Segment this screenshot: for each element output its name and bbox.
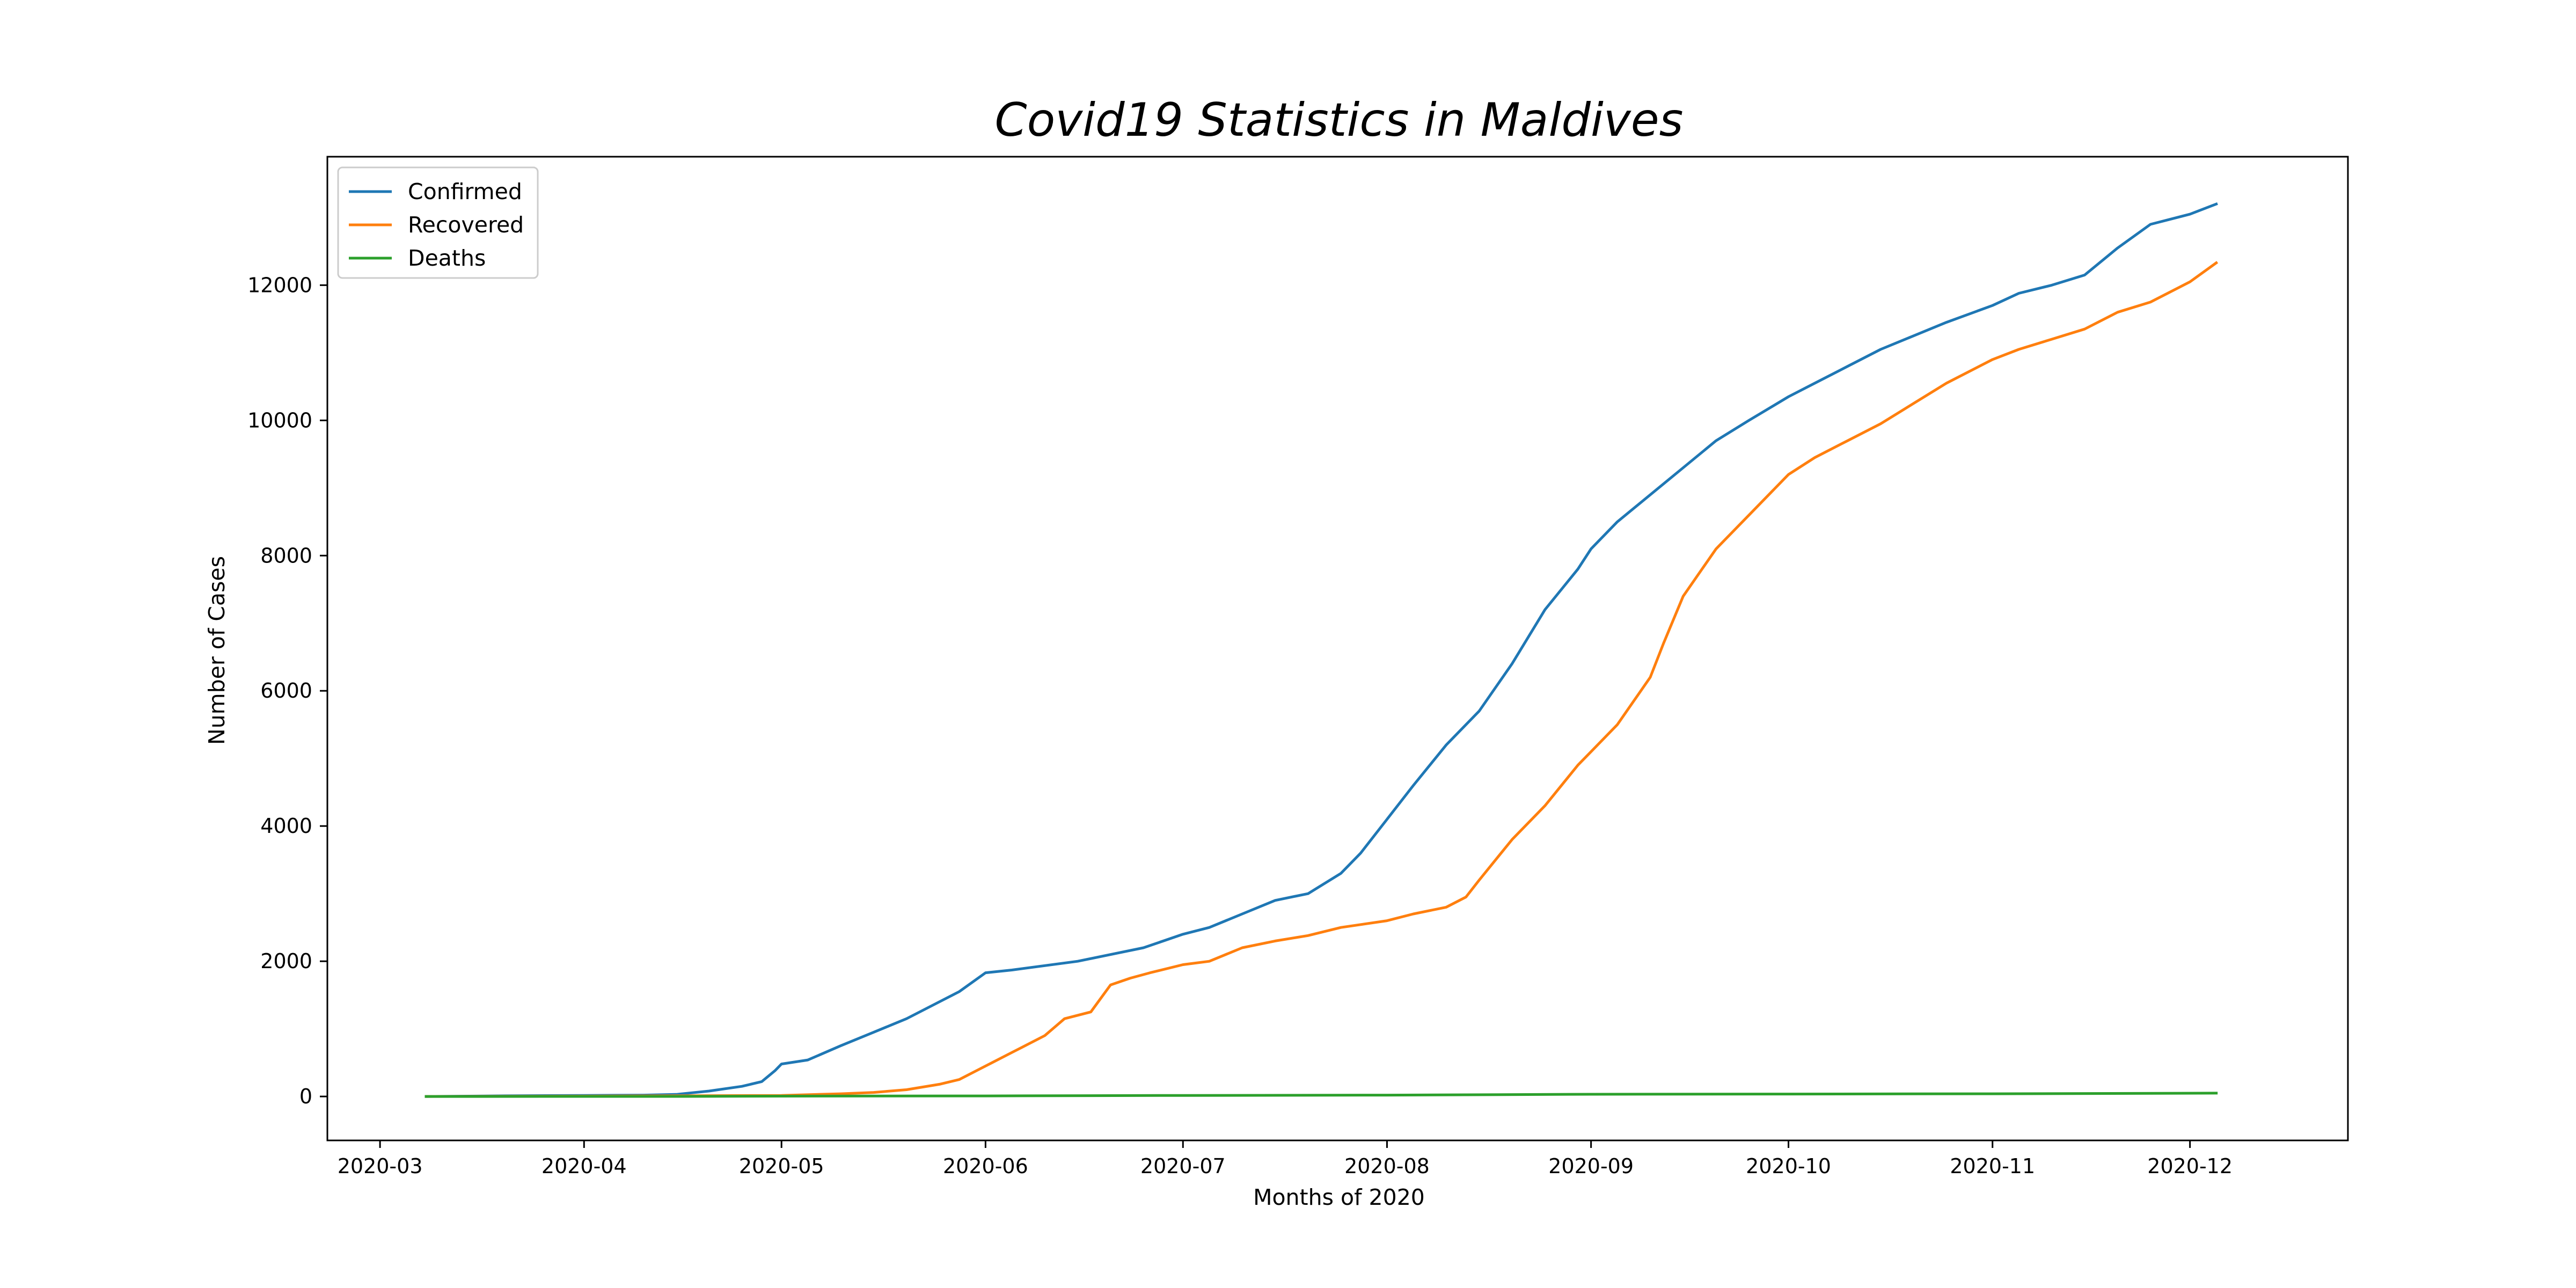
legend-label-recovered: Recovered: [408, 212, 524, 238]
y-tick-label: 2000: [260, 949, 312, 973]
x-tick-label: 2020-06: [943, 1154, 1028, 1178]
chart-title: Covid19 Statistics in Maldives: [995, 93, 1684, 147]
x-tick-label: 2020-07: [1140, 1154, 1226, 1178]
legend-label-deaths: Deaths: [408, 245, 486, 271]
x-tick-label: 2020-08: [1344, 1154, 1430, 1178]
series-line-confirmed: [425, 202, 2218, 1098]
axes-frame: [326, 156, 2349, 1141]
x-tick-label: 2020-03: [338, 1154, 423, 1178]
x-tick-label: 2020-09: [1548, 1154, 1634, 1178]
y-tick-label: 6000: [260, 679, 312, 702]
legend-label-confirmed: Confirmed: [408, 179, 522, 204]
y-tick-label: 12000: [247, 273, 312, 297]
plot-area: 2020-03 2020-04 2020-05 2020-06 2020-07 2020-…: [247, 156, 2349, 1178]
x-tick-label: 2020-11: [1950, 1154, 2035, 1178]
x-tick-label: 2020-05: [739, 1154, 824, 1178]
legend-box: [337, 166, 539, 279]
y-tick-label: 0: [299, 1085, 312, 1108]
y-tick-label: 10000: [247, 408, 312, 432]
series-line-recovered: [425, 261, 2219, 1098]
x-tick-label: 2020-04: [541, 1154, 627, 1178]
legend: Confirmed Recovered Deaths: [337, 166, 539, 279]
series-line-deaths: [425, 1092, 2218, 1098]
y-axis-label: Number of Cases: [204, 556, 230, 745]
y-tick-label: 8000: [260, 544, 312, 567]
y-tick-label: 4000: [260, 814, 312, 838]
x-tick-label: 2020-10: [1746, 1154, 1831, 1178]
x-tick-label: 2020-12: [2147, 1154, 2233, 1178]
x-axis-label: Months of 2020: [1253, 1184, 1425, 1210]
